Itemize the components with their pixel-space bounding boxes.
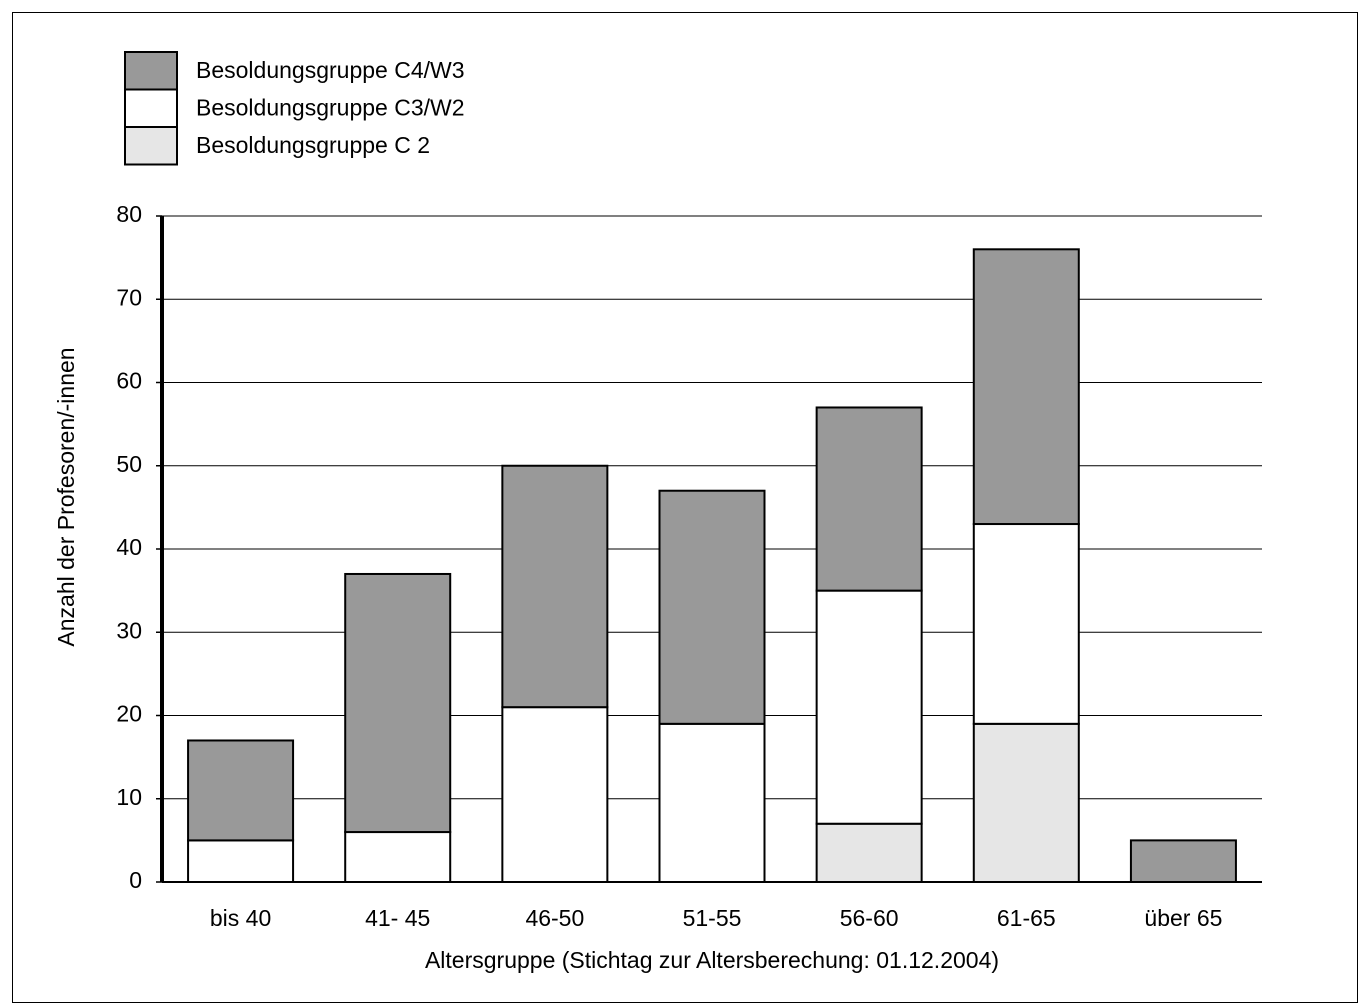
x-tick-label: bis 40 xyxy=(210,905,271,931)
bar-segment xyxy=(344,572,452,834)
bar-segment xyxy=(658,489,766,725)
bar-segment xyxy=(972,248,1080,526)
y-tick-label: 10 xyxy=(116,784,142,810)
legend-label: Besoldungsgruppe C4/W3 xyxy=(196,57,465,83)
bar-segment xyxy=(972,523,1080,725)
y-tick-label: 30 xyxy=(116,617,142,643)
x-tick-label: 61-65 xyxy=(997,905,1056,931)
bar-segment xyxy=(344,831,452,883)
y-tick-label: 50 xyxy=(116,451,142,477)
y-tick-label: 0 xyxy=(129,867,142,893)
legend-swatch xyxy=(124,51,178,91)
x-tick-label: 46-50 xyxy=(525,905,584,931)
y-tick-label: 70 xyxy=(116,284,142,310)
bar-segment xyxy=(815,589,923,825)
y-tick-label: 60 xyxy=(116,368,142,394)
x-axis-title: Altersgruppe (Stichtag zur Altersberechu… xyxy=(425,947,999,973)
bar-segment xyxy=(1129,839,1237,883)
bar-segment xyxy=(187,739,295,842)
bar-segment xyxy=(658,722,766,884)
y-tick-label: 40 xyxy=(116,534,142,560)
legend-label: Besoldungsgruppe C3/W2 xyxy=(196,95,465,121)
x-tick-label: 56-60 xyxy=(840,905,899,931)
legend-label: Besoldungsgruppe C 2 xyxy=(196,132,430,158)
x-tick-label: über 65 xyxy=(1144,905,1222,931)
y-tick-label: 80 xyxy=(116,201,142,227)
legend-swatch xyxy=(124,126,178,166)
bar-segment xyxy=(187,839,295,883)
y-tick-label: 20 xyxy=(116,701,142,727)
bar-segment xyxy=(501,706,609,883)
x-tick-label: 41- 45 xyxy=(365,905,430,931)
y-axis-title: Anzahl der Profesoren/-innen xyxy=(53,347,79,646)
legend-swatch xyxy=(124,88,178,128)
x-tick-label: 51-55 xyxy=(683,905,742,931)
bar-segment xyxy=(501,464,609,709)
bar-segment xyxy=(815,822,923,883)
bar-segment xyxy=(972,722,1080,884)
bar-segment xyxy=(815,406,923,592)
